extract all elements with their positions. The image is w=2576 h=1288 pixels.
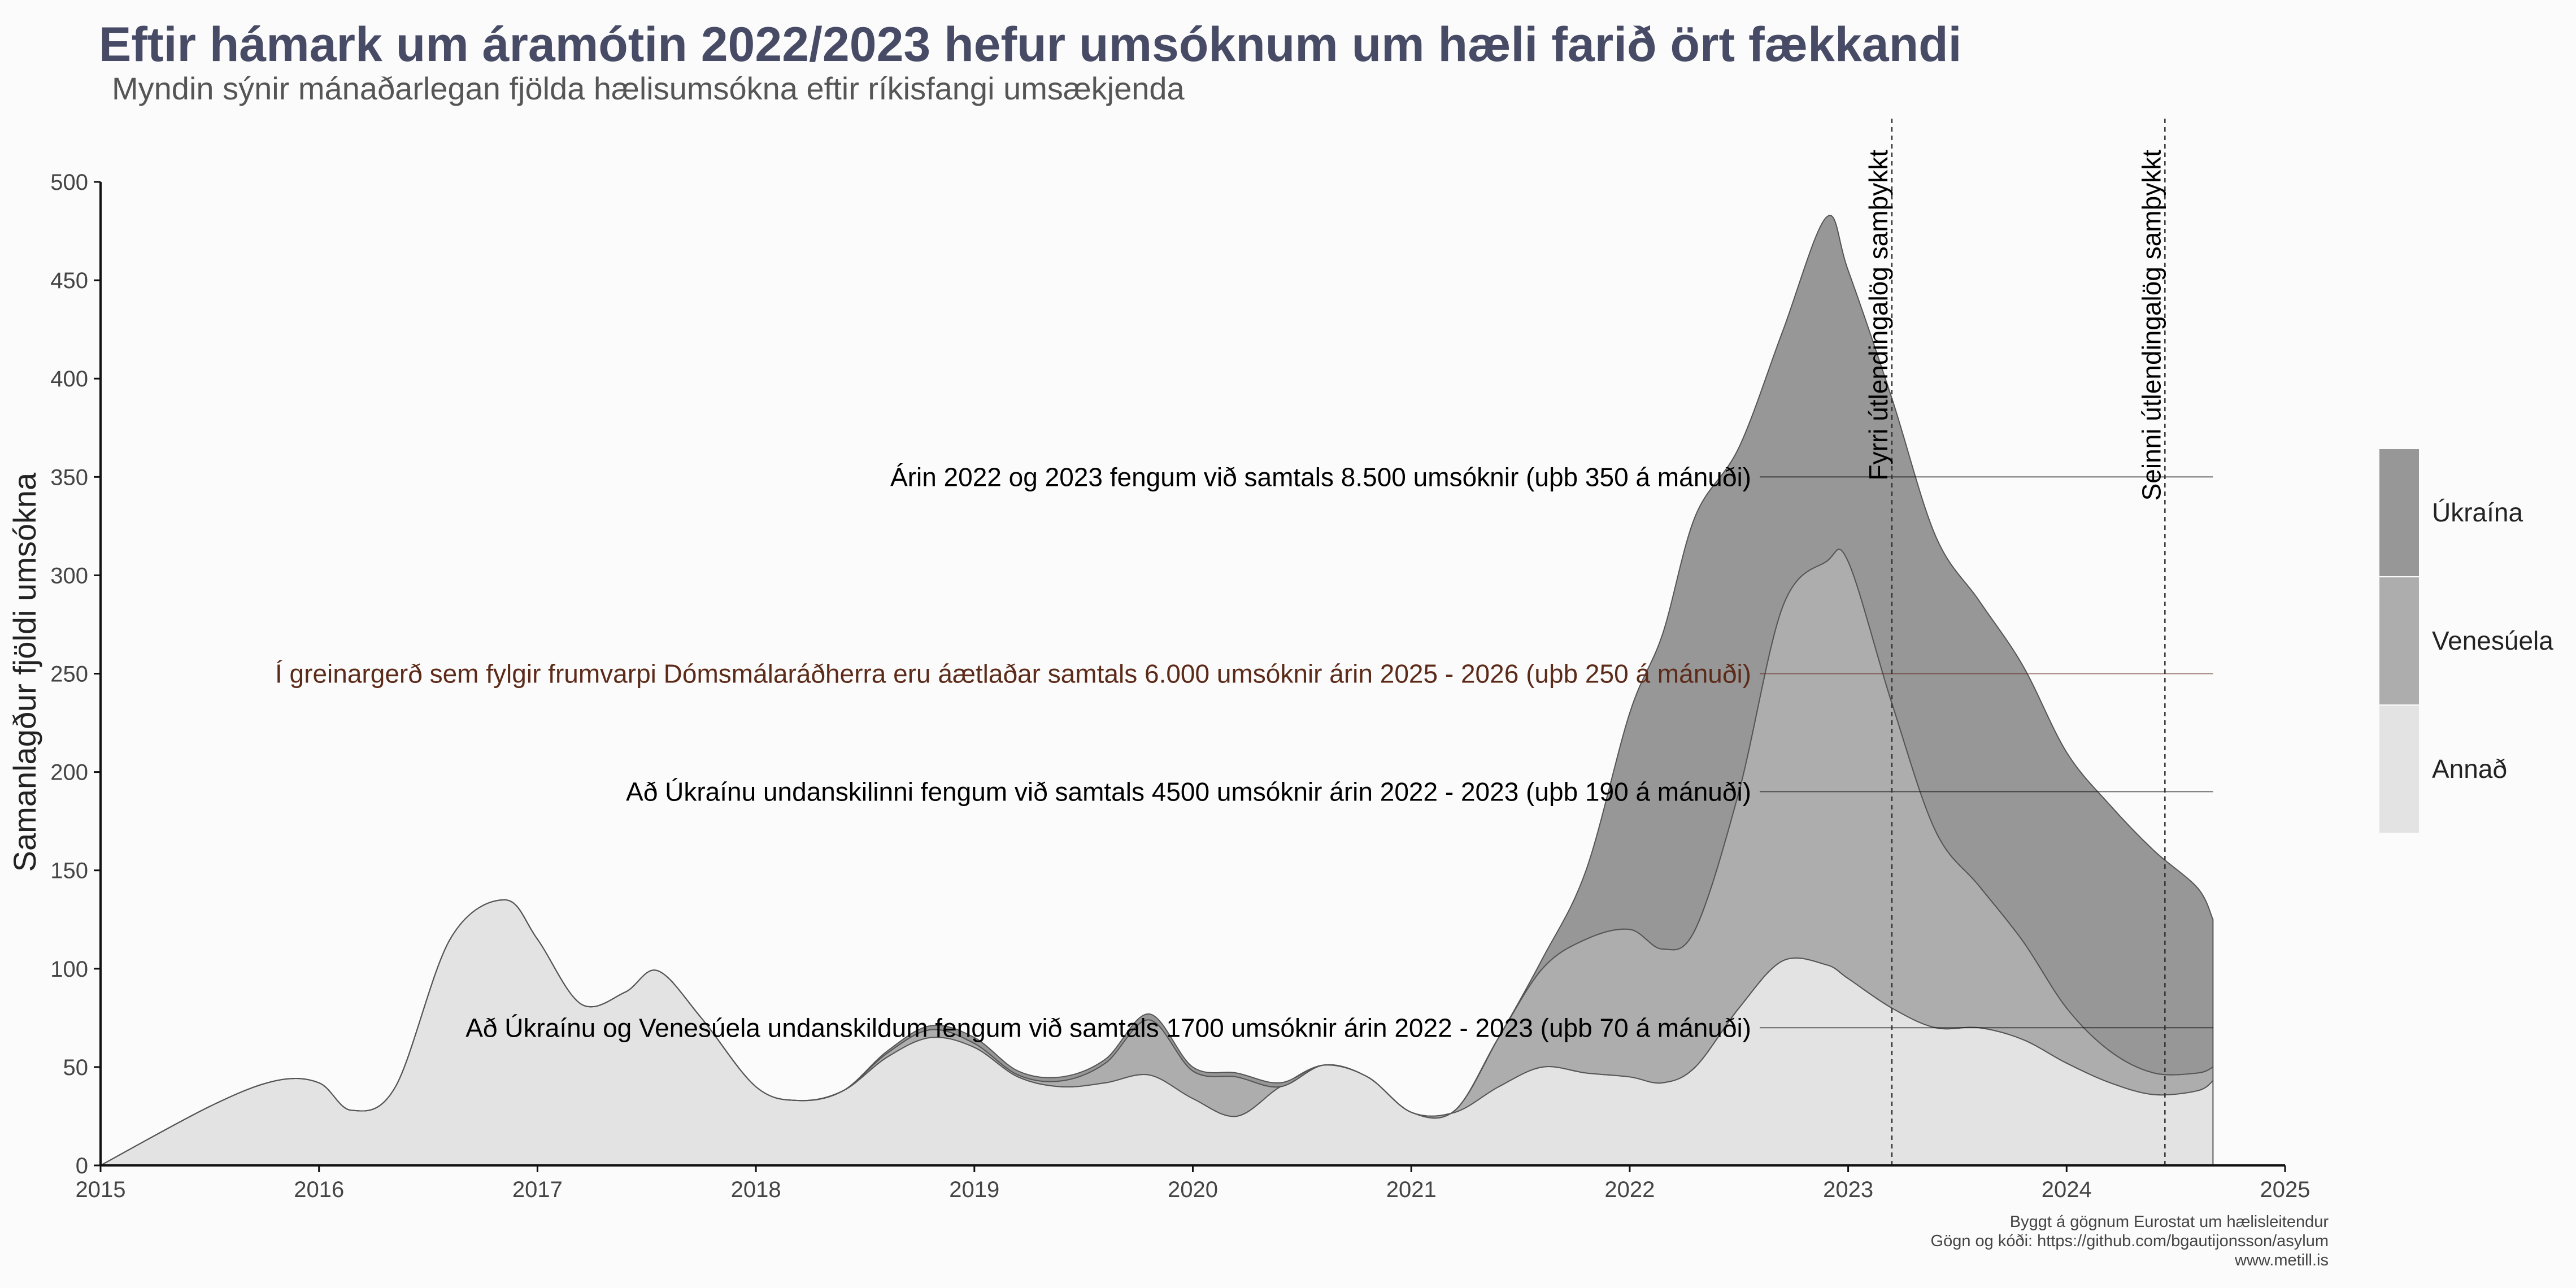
chart-title: Eftir hámark um áramótin 2022/2023 hefur… [99, 18, 1962, 72]
legend-swatch-venesúela [2379, 577, 2419, 704]
y-tick-label: 300 [50, 563, 88, 588]
y-tick-label: 450 [50, 268, 88, 293]
caption: Byggt á gögnum Eurostat um hælisleitendu… [1931, 1213, 2329, 1269]
event-lines: Fyrri útlendingalög samþykkt Seinni útlen… [1864, 119, 2166, 1165]
y-tick-label: 200 [50, 760, 88, 785]
legend: Úkraína Venesúela Annað [2379, 449, 2553, 833]
reference-label-3: Að Úkraínu undanskilinni fengum við samt… [626, 777, 1751, 806]
axes: 0 50 100 150 200 250 300 350 400 450 500 2015 2016 20… [50, 170, 2310, 1202]
x-tick-label: 2022 [1604, 1177, 1655, 1202]
x-tick-label: 2023 [1823, 1177, 1873, 1202]
legend-label-úkraína: Úkraína [2432, 498, 2523, 527]
y-tick-label: 150 [50, 859, 88, 884]
legend-swatch-annað [2379, 706, 2419, 833]
x-tick-label: 2018 [731, 1177, 781, 1202]
x-tick-label: 2020 [1168, 1177, 1218, 1202]
x-tick-label: 2024 [2042, 1177, 2092, 1202]
legend-label-annað: Annað [2432, 754, 2507, 784]
y-tick-label: 400 [50, 367, 88, 391]
y-axis-label: Samanlagður fjöldi umsókna [7, 472, 42, 872]
reference-label-2: Í greinargerð sem fylgir frumvarpi Dómsm… [275, 659, 1751, 689]
y-tick-label: 50 [63, 1055, 89, 1080]
legend-label-venesúela: Venesúela [2432, 626, 2553, 655]
legend-swatch-úkraína [2379, 449, 2419, 576]
y-tick-label: 500 [50, 170, 88, 195]
reference-label-1: Árin 2022 og 2023 fengum við samtals 8.5… [890, 462, 1751, 491]
stacked-areas [100, 215, 2214, 1167]
x-tick-label: 2025 [2260, 1177, 2310, 1202]
x-tick-label: 2017 [512, 1177, 563, 1202]
caption-line-1: Byggt á gögnum Eurostat um hælisleitendu… [2010, 1213, 2329, 1231]
reference-label-4: Að Úkraínu og Venesúela undanskildum fen… [465, 1013, 1751, 1042]
caption-line-2: Gögn og kóði: https://github.com/bgautij… [1931, 1232, 2329, 1250]
event-label-1: Fyrri útlendingalög samþykkt [1864, 150, 1893, 481]
x-tick-label: 2019 [949, 1177, 999, 1202]
chart-subtitle: Myndin sýnir mánaðarlegan fjölda hælisum… [112, 71, 1185, 106]
reference-lines: Árin 2022 og 2023 fengum við samtals 8.5… [275, 462, 2213, 1042]
caption-line-3: www.metill.is [2234, 1251, 2329, 1269]
y-tick-label: 100 [50, 957, 88, 982]
x-tick-label: 2015 [76, 1177, 126, 1202]
area-úkraína [100, 215, 2214, 1166]
y-tick-label: 250 [50, 662, 88, 687]
x-tick-label: 2021 [1386, 1177, 1437, 1202]
y-tick-label: 350 [50, 465, 88, 490]
y-tick-label: 0 [76, 1154, 88, 1178]
x-tick-label: 2016 [294, 1177, 344, 1202]
event-label-2: Seinni útlendingalög samþykkt [2136, 150, 2166, 501]
